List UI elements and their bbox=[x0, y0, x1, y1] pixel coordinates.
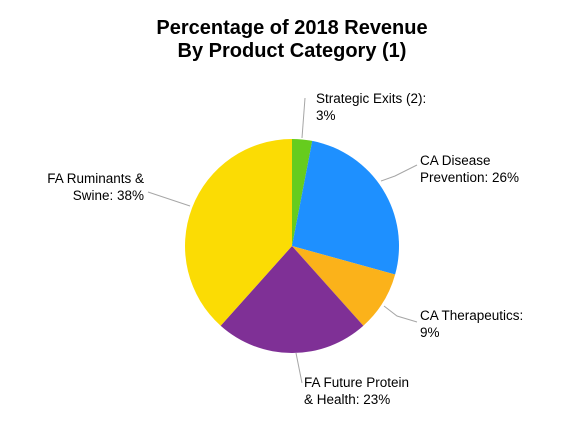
slice-label-line: & Health: 23% bbox=[304, 392, 390, 407]
slice-label-line: FA Future Protein bbox=[304, 375, 409, 390]
slice-label-line: Prevention: 26% bbox=[420, 170, 519, 185]
slice-label-line: 3% bbox=[316, 108, 336, 123]
leader-lines bbox=[147, 97, 418, 384]
slice-label: FA Ruminants & Swine: 38% bbox=[47, 171, 144, 203]
slice-label-line: FA Ruminants & bbox=[47, 171, 144, 186]
slice-label-line: 9% bbox=[420, 325, 440, 340]
leader-line bbox=[301, 97, 306, 139]
chart-title: Percentage of 2018 Revenue By Product Ca… bbox=[156, 17, 427, 62]
leader-line bbox=[383, 305, 418, 323]
leader-line bbox=[380, 164, 418, 182]
pie-slice bbox=[220, 246, 364, 353]
leader-line bbox=[147, 191, 191, 207]
slice-label: FA Future Protein & Health: 23% bbox=[304, 375, 409, 407]
pie-slice bbox=[292, 140, 399, 275]
pie-slices bbox=[185, 139, 399, 353]
slice-labels: Strategic Exits (2): 3% CA Disease Preventi… bbox=[47, 91, 523, 407]
chart-title-line-2: By Product Category (1) bbox=[178, 40, 407, 62]
slice-label-line: CA Therapeutics: bbox=[420, 308, 523, 323]
pie-slice bbox=[292, 246, 396, 326]
pie-slice bbox=[292, 139, 313, 246]
slice-label: CA Disease Prevention: 26% bbox=[420, 153, 519, 185]
slice-label: CA Therapeutics: 9% bbox=[420, 308, 523, 340]
leader-line bbox=[295, 352, 303, 384]
chart-title-line-1: Percentage of 2018 Revenue bbox=[156, 17, 427, 39]
pie-slice bbox=[185, 139, 292, 326]
slice-label-line: CA Disease bbox=[420, 153, 491, 168]
slice-label-line: Strategic Exits (2): bbox=[316, 91, 426, 106]
slice-label: Strategic Exits (2): 3% bbox=[316, 91, 426, 123]
slice-label-line: Swine: 38% bbox=[73, 188, 144, 203]
